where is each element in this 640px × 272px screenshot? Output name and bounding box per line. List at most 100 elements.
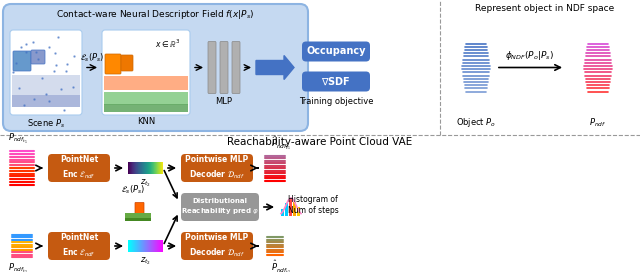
Text: Distributional
Reachability pred $\varphi$: Distributional Reachability pred $\varph… xyxy=(180,197,259,217)
FancyBboxPatch shape xyxy=(181,193,259,221)
FancyBboxPatch shape xyxy=(181,154,253,182)
Bar xyxy=(155,240,156,252)
FancyBboxPatch shape xyxy=(105,54,121,74)
Bar xyxy=(157,240,158,252)
FancyBboxPatch shape xyxy=(3,4,308,131)
Bar xyxy=(142,240,143,252)
Text: $P_{ndf_{t_1}}$: $P_{ndf_{t_1}}$ xyxy=(8,132,28,146)
Bar xyxy=(144,162,145,174)
Text: $\hat{P}_{ndf_{t_2}}$: $\hat{P}_{ndf_{t_2}}$ xyxy=(271,258,291,272)
Text: $\nabla$SDF: $\nabla$SDF xyxy=(321,76,351,87)
Bar xyxy=(285,203,288,216)
Text: Pointwise MLP
Decoder $\mathcal{D}_{ndf}$: Pointwise MLP Decoder $\mathcal{D}_{ndf}… xyxy=(186,156,248,181)
Bar xyxy=(150,162,151,174)
Bar xyxy=(154,240,155,252)
Text: $P_{ndf}$: $P_{ndf}$ xyxy=(589,116,607,129)
Text: KNN: KNN xyxy=(137,117,155,126)
Text: $P_{ndf_{t_2}}$: $P_{ndf_{t_2}}$ xyxy=(8,262,28,272)
Bar xyxy=(161,240,162,252)
Bar xyxy=(131,162,132,174)
Bar xyxy=(154,162,155,174)
Bar xyxy=(151,162,152,174)
Bar xyxy=(146,240,147,252)
Bar xyxy=(130,240,131,252)
Bar xyxy=(156,162,157,174)
Bar xyxy=(136,240,137,252)
Text: PointNet
Enc $\mathcal{E}_{ndf}$: PointNet Enc $\mathcal{E}_{ndf}$ xyxy=(60,156,98,181)
Text: $\mathcal{E}_s(P_s)$: $\mathcal{E}_s(P_s)$ xyxy=(80,51,104,63)
Bar xyxy=(135,162,136,174)
FancyBboxPatch shape xyxy=(48,232,110,260)
Bar xyxy=(158,162,159,174)
Bar xyxy=(133,162,134,174)
Bar xyxy=(129,240,130,252)
Bar xyxy=(139,240,140,252)
Text: Contact-ware Neural Descriptor Field $f(x|P_s)$: Contact-ware Neural Descriptor Field $f(… xyxy=(56,8,255,21)
Bar xyxy=(148,240,149,252)
Bar xyxy=(142,162,143,174)
Bar xyxy=(152,162,153,174)
Bar xyxy=(281,209,284,216)
Bar xyxy=(147,162,148,174)
FancyBboxPatch shape xyxy=(181,232,253,260)
Bar xyxy=(145,162,146,174)
FancyBboxPatch shape xyxy=(220,42,228,94)
Bar xyxy=(138,162,139,174)
Bar xyxy=(153,240,154,252)
Text: Reachability-aware Point Cloud VAE: Reachability-aware Point Cloud VAE xyxy=(227,137,413,147)
Bar xyxy=(149,162,150,174)
Bar xyxy=(132,162,133,174)
Bar xyxy=(137,162,138,174)
Bar xyxy=(145,240,146,252)
Bar xyxy=(140,162,141,174)
FancyBboxPatch shape xyxy=(302,72,370,91)
FancyBboxPatch shape xyxy=(135,202,144,214)
Text: MLP: MLP xyxy=(216,97,232,107)
Bar xyxy=(148,162,149,174)
Bar xyxy=(151,240,152,252)
FancyBboxPatch shape xyxy=(10,30,82,115)
Bar xyxy=(133,240,134,252)
Text: Represent object in NDF space: Represent object in NDF space xyxy=(476,4,614,13)
Bar xyxy=(125,213,150,218)
Bar xyxy=(143,240,144,252)
Bar xyxy=(12,75,80,95)
Bar xyxy=(152,240,153,252)
Bar xyxy=(125,218,150,221)
Text: Object $P_o$: Object $P_o$ xyxy=(456,116,496,129)
Bar xyxy=(160,162,161,174)
Bar xyxy=(150,240,151,252)
FancyBboxPatch shape xyxy=(102,30,190,115)
Bar xyxy=(136,162,137,174)
Bar xyxy=(159,240,160,252)
Bar xyxy=(146,162,147,174)
Text: Training objective: Training objective xyxy=(299,97,373,106)
Bar xyxy=(129,162,130,174)
Text: Occupancy: Occupancy xyxy=(307,47,365,57)
Text: $\hat{P}_{ndf_{t_1}}$: $\hat{P}_{ndf_{t_1}}$ xyxy=(271,134,291,152)
Bar xyxy=(104,104,188,112)
Bar xyxy=(160,240,161,252)
FancyBboxPatch shape xyxy=(31,50,45,64)
Bar xyxy=(157,162,158,174)
Text: Scene $P_s$: Scene $P_s$ xyxy=(27,117,65,129)
Bar xyxy=(161,162,162,174)
Bar xyxy=(162,240,163,252)
Bar xyxy=(128,162,129,174)
Text: $z_{t_2}$: $z_{t_2}$ xyxy=(140,255,151,267)
Bar xyxy=(131,240,132,252)
Bar xyxy=(293,202,296,216)
Bar xyxy=(134,162,135,174)
Text: $z_{t_2}$: $z_{t_2}$ xyxy=(140,177,151,188)
Bar xyxy=(139,162,140,174)
FancyBboxPatch shape xyxy=(302,42,370,61)
Bar xyxy=(132,240,133,252)
FancyBboxPatch shape xyxy=(48,154,110,182)
Bar xyxy=(143,162,144,174)
Bar xyxy=(12,95,80,107)
Bar xyxy=(144,240,145,252)
Text: Histogram of
Num of steps: Histogram of Num of steps xyxy=(287,195,339,215)
Bar xyxy=(104,76,188,90)
Text: $\phi_{NDF}(P_o|P_s)$: $\phi_{NDF}(P_o|P_s)$ xyxy=(506,50,555,63)
Bar xyxy=(140,240,141,252)
